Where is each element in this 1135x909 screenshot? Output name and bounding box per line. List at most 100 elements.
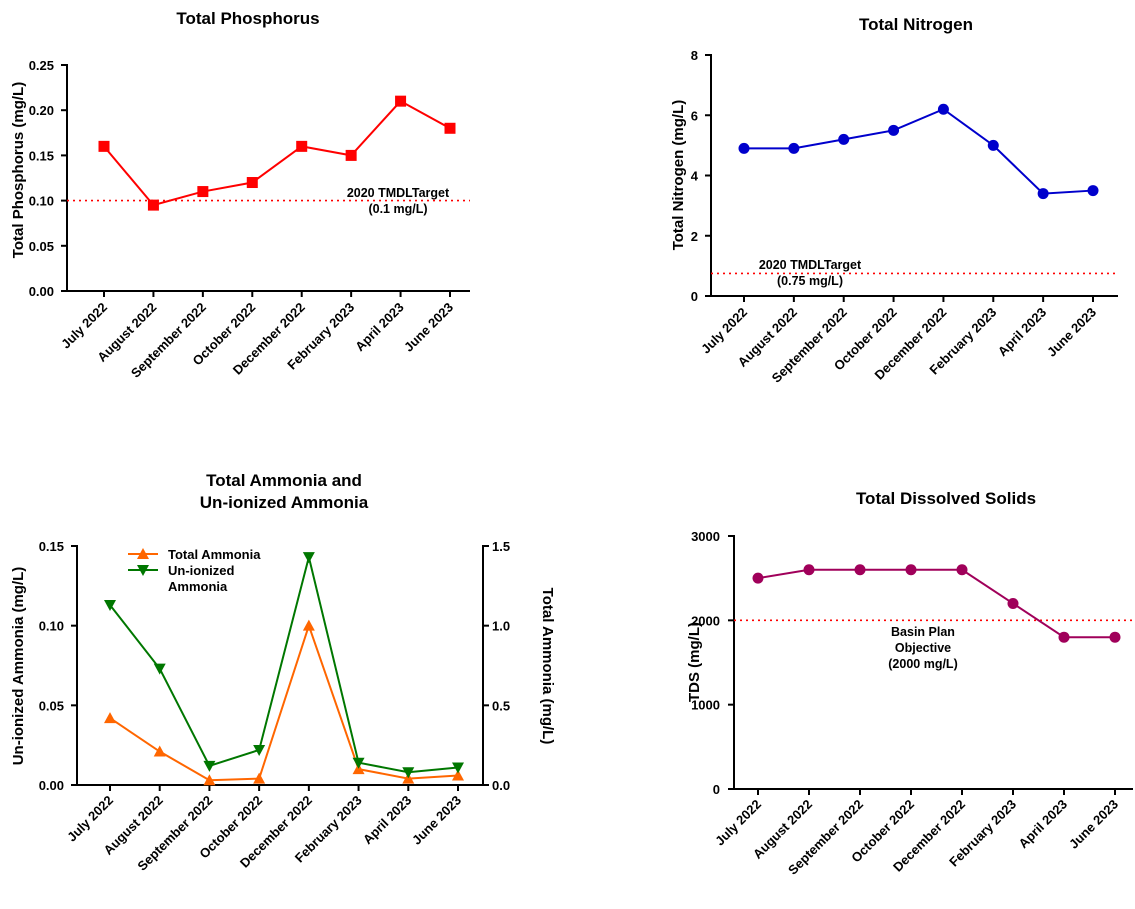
- data-point: [253, 744, 266, 756]
- y-tick-label: 0.05: [39, 698, 64, 713]
- series-line: [757, 568, 1115, 639]
- data-point: [402, 767, 415, 779]
- data-point: [197, 186, 209, 198]
- data-point: [345, 149, 357, 161]
- x-tick-label: June 2023: [1044, 305, 1099, 360]
- y-axis-label: Total Nitrogen (mg/L): [670, 100, 687, 251]
- chart-title: Total Ammonia and: [206, 471, 362, 490]
- data-point: [803, 564, 815, 576]
- chart-title: Total Dissolved Solids: [856, 489, 1036, 508]
- data-point: [1087, 185, 1099, 197]
- chart-tn: Total Nitrogen 0 2 4 6 8 Total Nitrogen (mg/L)…: [670, 15, 1118, 386]
- data-point: [302, 552, 315, 564]
- data-point: [153, 745, 166, 757]
- data-point: [788, 142, 800, 154]
- y2-tick-label: 1.0: [492, 619, 510, 634]
- data-point: [352, 757, 365, 769]
- y2-axis-label: Total Ammonia (mg/L): [539, 588, 556, 745]
- y-tick-label: 2000: [691, 613, 720, 628]
- x-tick-label: April 2023: [1016, 797, 1071, 852]
- reference-label: 2020 TMDLTarget: [347, 186, 450, 200]
- y-axis-label: Total Phosphorus (mg/L): [10, 82, 27, 258]
- x-tick-label: April 2023: [352, 300, 407, 355]
- y-tick-label: 0.15: [29, 148, 54, 163]
- data-point: [153, 663, 166, 675]
- data-point: [1007, 597, 1019, 609]
- data-point: [905, 564, 917, 576]
- y-tick-label: 4: [691, 169, 699, 184]
- reference-label: 2020 TMDLTarget: [759, 258, 862, 272]
- data-point: [956, 564, 968, 576]
- data-point: [395, 95, 407, 107]
- y-tick-label: 0.00: [39, 778, 64, 793]
- data-point: [296, 140, 308, 152]
- y-tick-label: 0.10: [29, 194, 54, 209]
- x-tick-label: July 2022: [712, 797, 764, 849]
- data-point: [937, 103, 949, 115]
- x-tick-label: April 2023: [360, 793, 415, 848]
- data-point: [1037, 188, 1049, 200]
- data-point: [987, 139, 999, 151]
- y-tick-label: 3000: [691, 529, 720, 544]
- data-point: [246, 177, 258, 189]
- y-tick-label: 0.25: [29, 58, 54, 73]
- data-point: [444, 122, 456, 134]
- data-point: [1109, 631, 1121, 643]
- y2-tick-label: 0.5: [492, 698, 510, 713]
- reference-label: (2000 mg/L): [888, 657, 957, 671]
- legend-label: Total Ammonia: [168, 547, 261, 562]
- y-tick-label: 0.10: [39, 619, 64, 634]
- y-tick-label: 8: [691, 48, 698, 63]
- data-point: [752, 572, 764, 584]
- reference-label: (0.75 mg/L): [777, 274, 843, 288]
- legend-marker: [137, 565, 149, 576]
- reference-label: Basin Plan: [891, 625, 955, 639]
- data-point: [854, 564, 866, 576]
- x-tick-label: April 2023: [995, 305, 1050, 360]
- data-point: [1058, 631, 1070, 643]
- y-tick-label: 0.05: [29, 239, 54, 254]
- series-line: [109, 622, 459, 782]
- chart-title: Un-ionized Ammonia: [200, 493, 369, 512]
- series-line: [109, 556, 459, 774]
- y-tick-label: 6: [691, 108, 698, 123]
- y-tick-label: 2: [691, 229, 698, 244]
- series-line: [103, 99, 451, 207]
- data-point: [302, 619, 315, 631]
- data-point: [738, 142, 750, 154]
- y2-tick-label: 0.0: [492, 778, 510, 793]
- reference-label: Objective: [895, 641, 951, 655]
- y-axis-label: TDS (mg/L): [686, 622, 703, 702]
- data-point: [203, 760, 216, 772]
- data-point: [452, 762, 464, 774]
- series-line: [744, 108, 1094, 195]
- legend-label: Ammonia: [168, 579, 228, 594]
- data-point: [452, 769, 464, 781]
- x-tick-label: July 2022: [698, 305, 750, 357]
- data-point: [104, 712, 116, 724]
- x-tick-label: July 2022: [64, 793, 116, 845]
- data-point: [98, 140, 110, 152]
- data-point: [104, 599, 116, 611]
- legend-marker: [137, 548, 149, 559]
- x-tick-label: July 2022: [58, 300, 110, 352]
- data-point: [888, 124, 900, 136]
- data-point: [203, 774, 216, 786]
- reference-label: (0.1 mg/L): [368, 202, 427, 216]
- y-tick-label: 1000: [691, 698, 720, 713]
- x-tick-label: June 2023: [1066, 797, 1121, 852]
- chart-amm: Total Ammonia and Un-ionized Ammonia 0.00 0…: [10, 471, 556, 874]
- chart-tds: Total Dissolved Solids 0 1000 2000 3000 TDS (…: [686, 489, 1133, 878]
- chart-tp: Total Phosphorus 0.00 0.05 0.10 0.15 0.20 0.25…: [10, 9, 470, 381]
- y-tick-label: 0.15: [39, 539, 64, 554]
- x-tick-label: June 2023: [401, 300, 456, 355]
- legend-label: Un-ionized: [168, 563, 234, 578]
- y-tick-label: 0: [691, 289, 698, 304]
- chart-title: Total Phosphorus: [176, 9, 319, 28]
- data-point: [147, 199, 159, 211]
- data-point: [838, 133, 850, 145]
- data-point: [253, 772, 266, 784]
- x-tick-label: June 2023: [409, 793, 464, 848]
